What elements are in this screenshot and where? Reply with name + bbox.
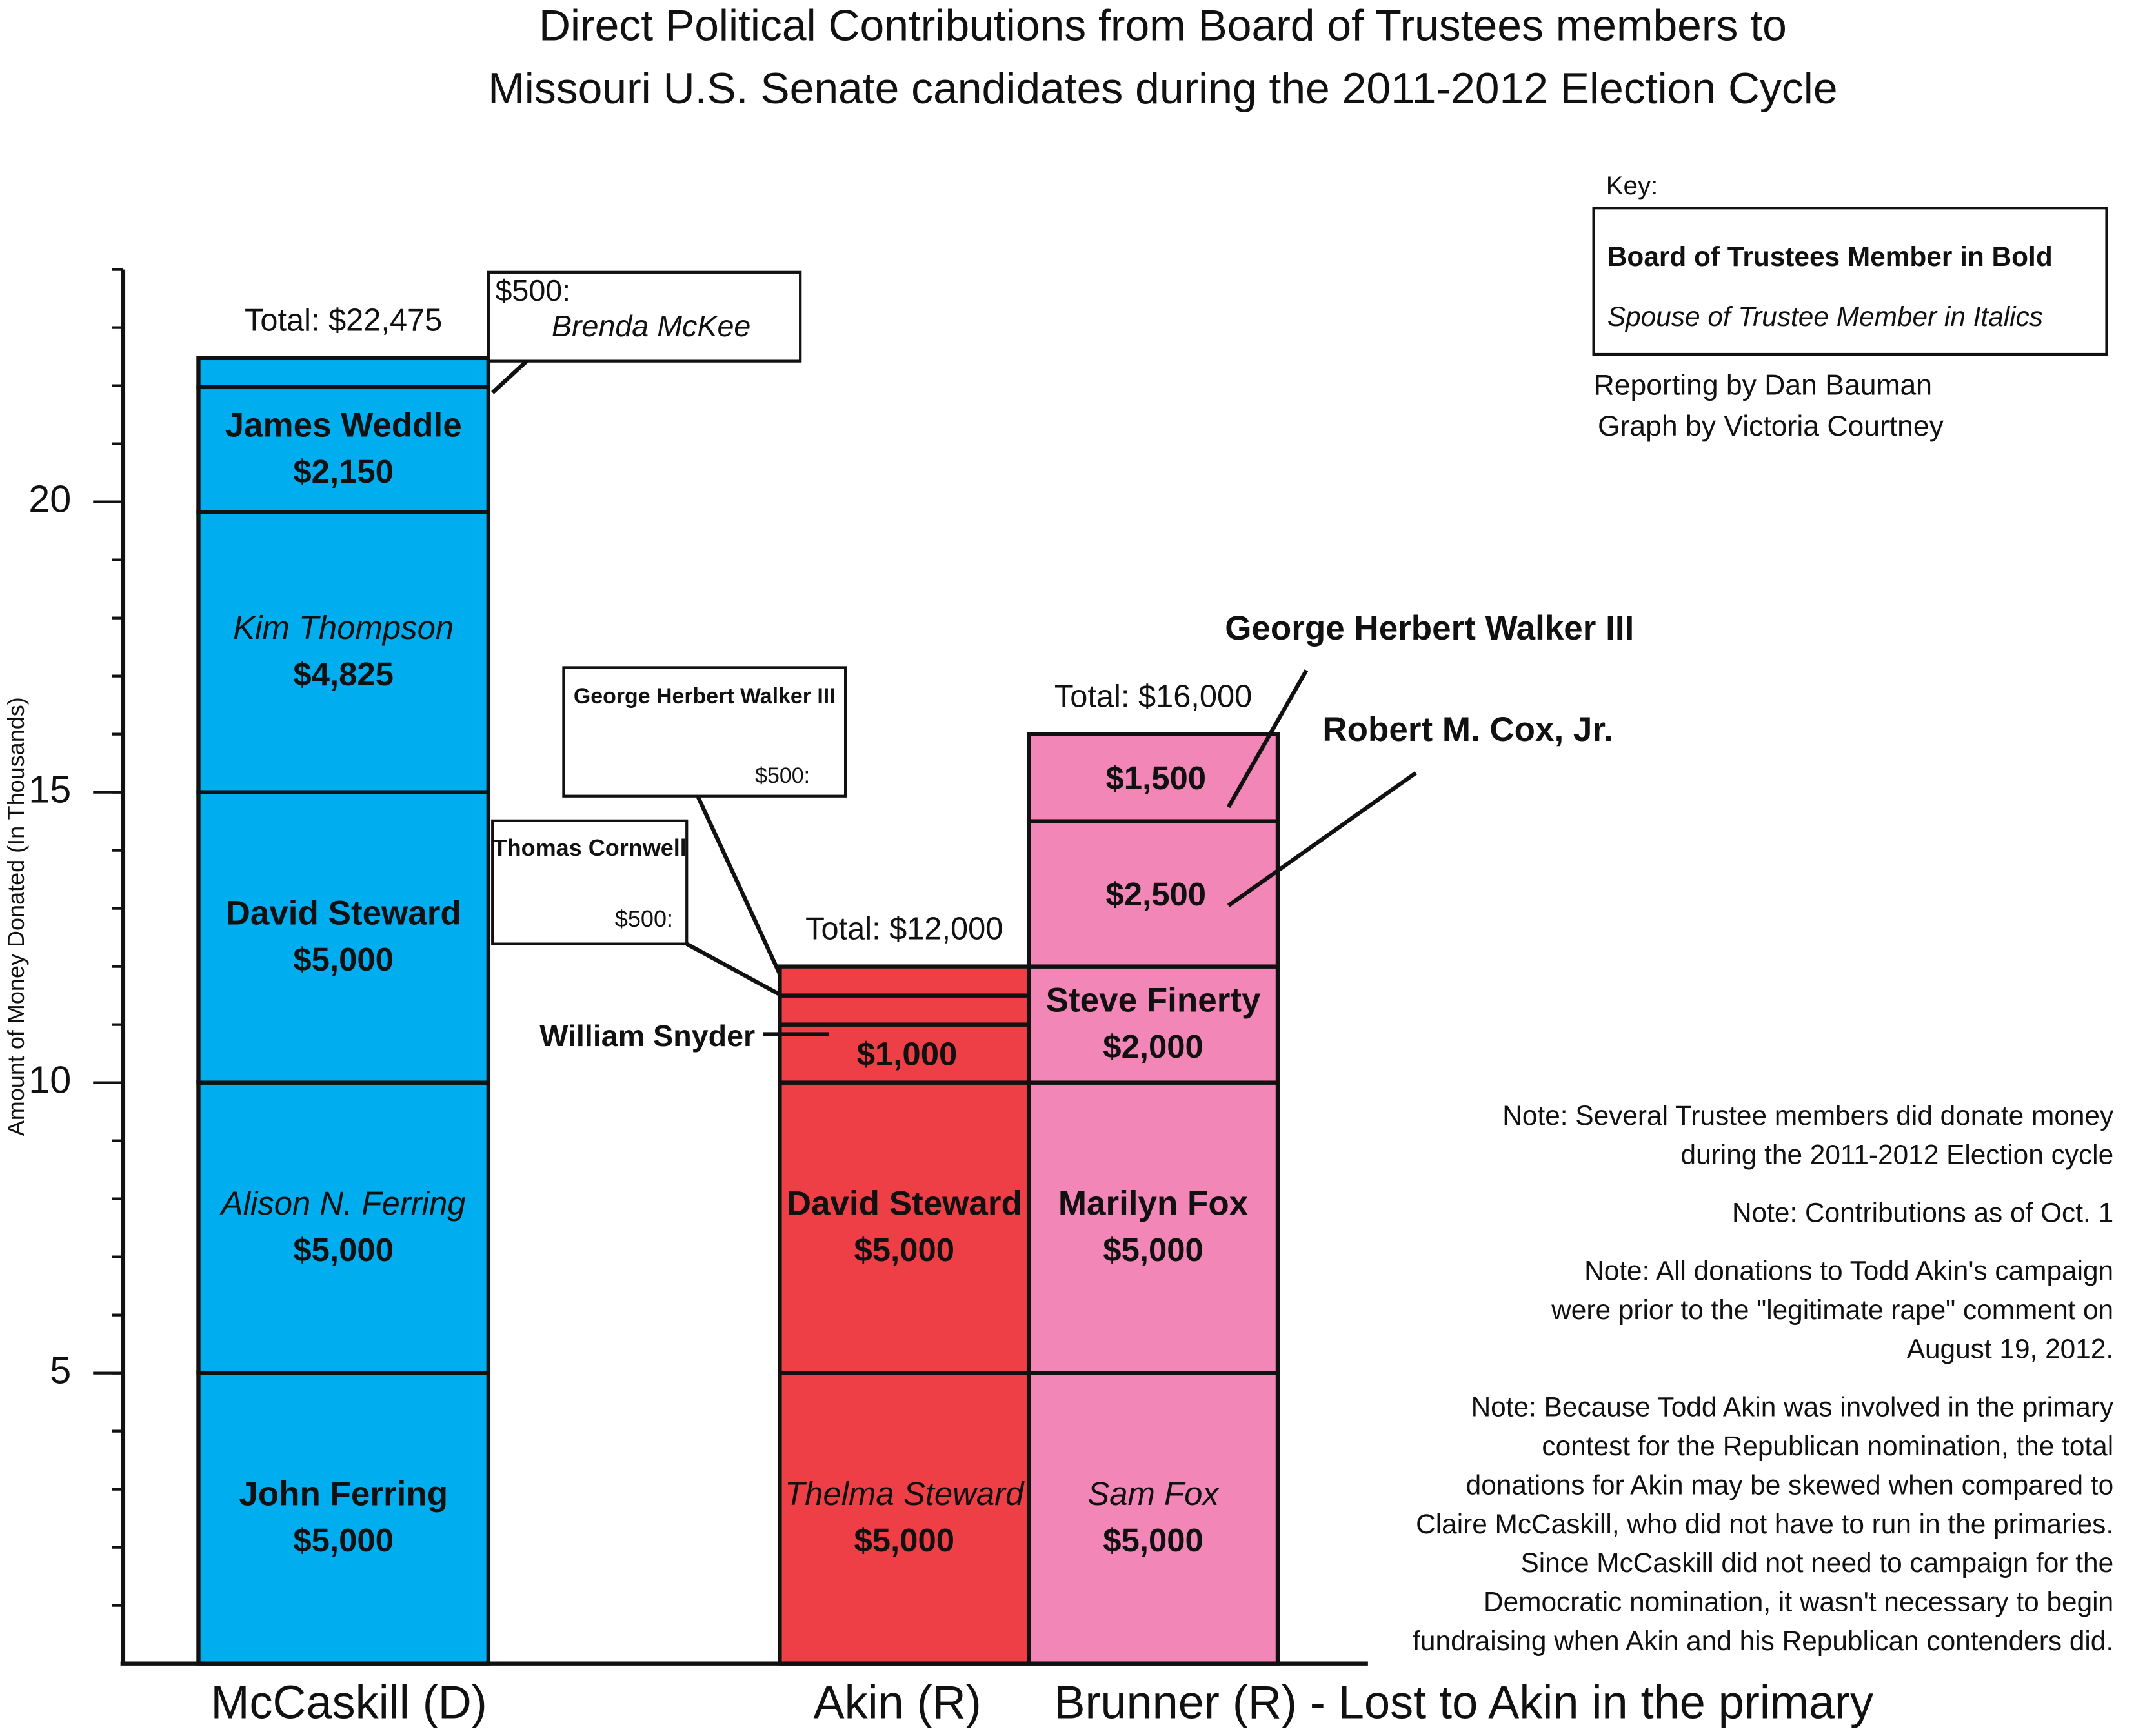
leader-line [685, 942, 781, 996]
x-tick-label: Akin (R) [814, 1677, 982, 1728]
y-axis-label: Amount of Money Donated (In Thousands) [3, 697, 29, 1136]
key-box [1592, 207, 2108, 356]
x-tick-label: Brunner (R) - Lost to Akin in the primar… [1054, 1677, 1873, 1728]
segment-value-label: $2,150 [293, 453, 394, 490]
callout-box [562, 666, 847, 798]
leader-line [696, 795, 782, 975]
note-line: Note: All donations to Todd Akin's campa… [1584, 1256, 2113, 1286]
bar-segment [1026, 819, 1280, 969]
key-title: Key: [1606, 171, 1658, 200]
note-line: Note: Contributions as of Oct. 1 [1732, 1198, 2113, 1228]
segment-name: Robert M. Cox, Jr. [1322, 711, 1613, 749]
bar-segment [196, 1080, 491, 1375]
note-line: during the 2011-2012 Election cycle [1681, 1139, 2114, 1169]
bar-segment [1026, 1080, 1280, 1375]
leader-line [491, 359, 529, 394]
leader-line [1227, 771, 1417, 907]
bar-total-label: Total: $16,000 [1054, 679, 1252, 714]
segment-value-label: $5,000 [1103, 1231, 1203, 1268]
segment-name: Steve Finerty [1046, 982, 1261, 1020]
bar-segment [1026, 732, 1280, 823]
segment-value-label: $500: [495, 274, 570, 307]
bar-segment [196, 356, 491, 390]
bar-segment [196, 1371, 491, 1666]
segment-value-label: $5,000 [293, 1231, 394, 1268]
bar-segment [1026, 964, 1280, 1085]
segment-name: Thomas Cornwell [493, 834, 687, 861]
segment-name: Alison N. Ferring [219, 1185, 466, 1222]
chart-title: Missouri U.S. Senate candidates during t… [488, 65, 1837, 113]
note-line: Note: Because Todd Akin was involved in … [1471, 1392, 2114, 1422]
segment-value-label: $2,000 [1103, 1028, 1203, 1065]
bar-segment [778, 1371, 1031, 1666]
y-tick-label: 20 [28, 477, 71, 520]
bar-segment [778, 993, 1031, 1027]
bar-total-label: Total: $22,475 [245, 303, 442, 338]
segment-name: Brenda McKee [552, 309, 750, 343]
x-tick-label: McCaskill (D) [210, 1677, 487, 1728]
callout-box [487, 270, 802, 363]
segment-value-label: $5,000 [854, 1522, 954, 1559]
bar-segment [196, 790, 491, 1085]
note-line: contest for the Republican nomination, t… [1542, 1431, 2113, 1461]
note-line: Claire McCaskill, who did not have to ru… [1416, 1509, 2113, 1539]
bar-segment [196, 385, 491, 514]
note-line: Since McCaskill did not need to campaign… [1521, 1548, 2114, 1578]
segment-value-label: $5,000 [854, 1231, 954, 1268]
key-bold: Board of Trustees Member in Bold [1607, 241, 2053, 272]
segment-value-label: $1,500 [1106, 760, 1207, 796]
note-line: donations for Akin may be skewed when co… [1466, 1469, 2113, 1500]
segment-value-label: $5,000 [1103, 1522, 1203, 1559]
bar-total-label: Total: $12,000 [805, 911, 1003, 946]
y-tick-label: 10 [28, 1058, 71, 1101]
segment-value-label: $500: [755, 763, 810, 788]
callout-box [491, 819, 689, 945]
segment-value-label: $1,000 [857, 1035, 958, 1072]
segment-value-label: $500: [615, 905, 673, 932]
segment-name: John Ferring [239, 1475, 448, 1513]
segment-name: James Weddle [225, 407, 462, 445]
segment-name: David Steward [787, 1185, 1022, 1223]
y-tick-label: 15 [28, 767, 71, 811]
segment-name: Thelma Steward [785, 1475, 1025, 1512]
leader-line [1226, 669, 1309, 809]
segment-value-label: $5,000 [293, 941, 394, 978]
bar-segment [196, 510, 491, 794]
note-line: Note: Several Trustee members did donate… [1502, 1100, 2114, 1131]
note-line: Democratic nomination, it wasn't necessa… [1484, 1587, 2113, 1617]
bar-segment [1026, 1371, 1280, 1666]
y-tick-label: 5 [50, 1348, 71, 1391]
key-italic: Spouse of Trustee Member in Italics [1607, 301, 2043, 332]
bar-segment [778, 964, 1031, 998]
bar-segment [778, 1080, 1031, 1375]
segment-name: Sam Fox [1087, 1475, 1220, 1512]
segment-name: Kim Thompson [233, 609, 454, 646]
segment-name: David Steward [226, 894, 461, 933]
credit: Graph by Victoria Courtney [1598, 410, 1944, 442]
credit: Reporting by Dan Bauman [1594, 370, 1932, 401]
segment-value-label: $2,500 [1106, 876, 1207, 913]
chart-title: Direct Political Contributions from Boar… [539, 1, 1787, 50]
segment-value-label: $4,825 [293, 656, 394, 692]
segment-value-label: $5,000 [293, 1522, 394, 1559]
note-line: were prior to the "legitimate rape" comm… [1551, 1295, 2113, 1325]
segment-name: William Snyder [539, 1019, 755, 1053]
note-line: fundraising when Akin and his Republican… [1413, 1626, 2113, 1656]
segment-name: George Herbert Walker III [574, 684, 836, 709]
segment-name: Marilyn Fox [1058, 1185, 1249, 1223]
segment-name: George Herbert Walker III [1225, 609, 1634, 647]
note-line: August 19, 2012. [1907, 1333, 2113, 1364]
